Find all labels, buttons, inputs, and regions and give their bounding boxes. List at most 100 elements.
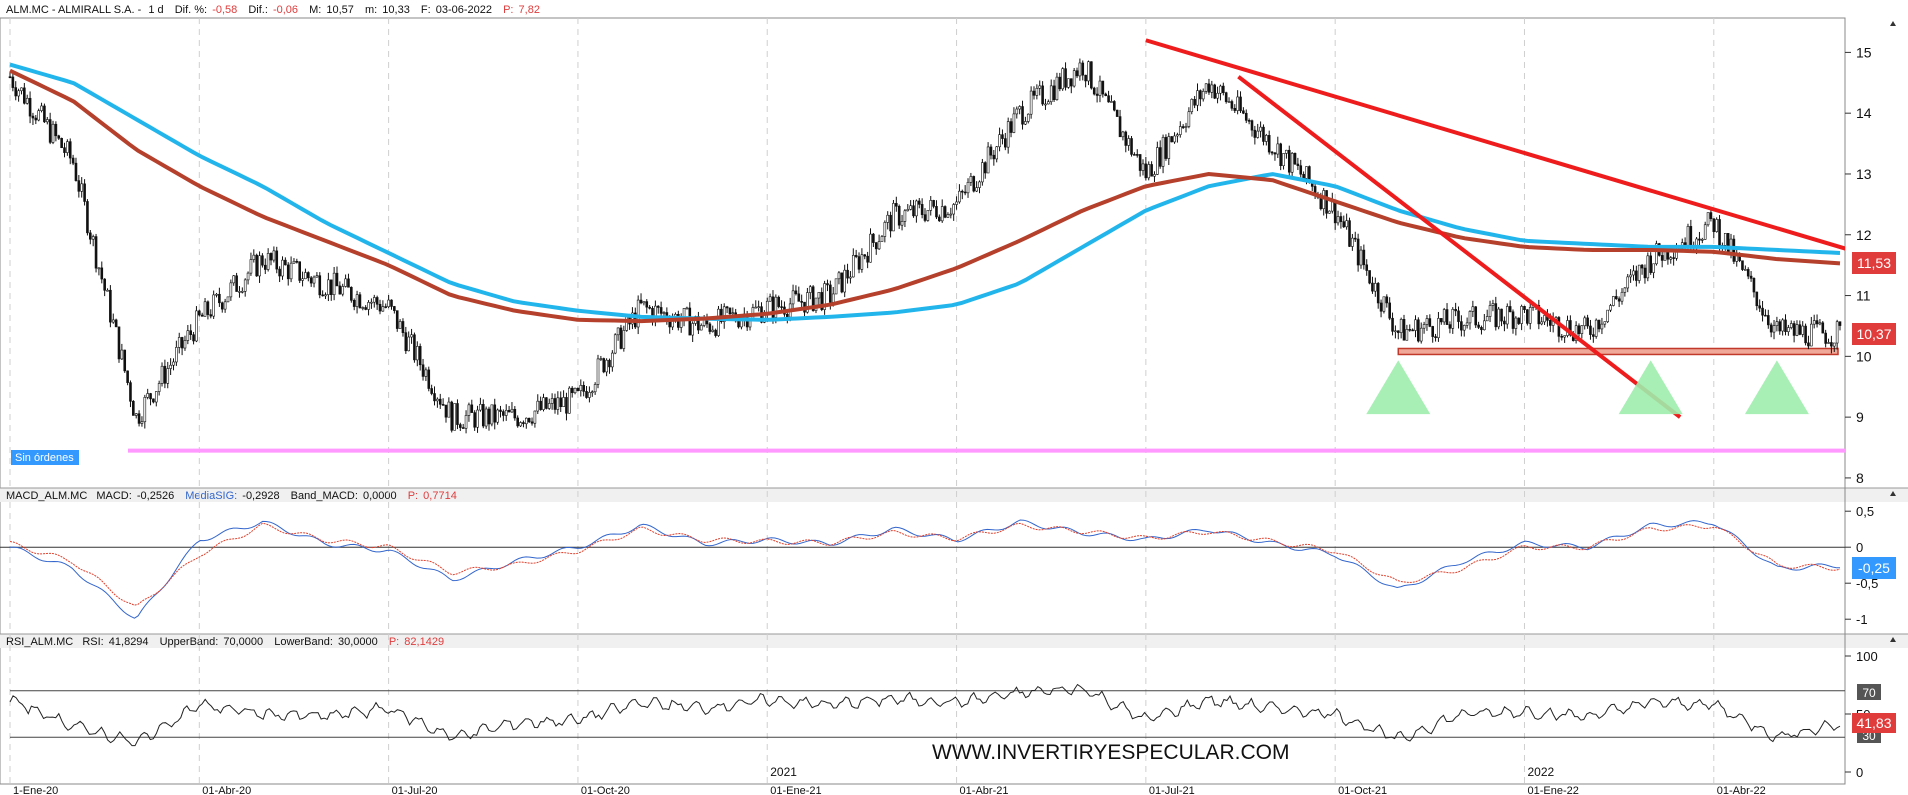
candle-body <box>177 337 181 348</box>
candle-body <box>1224 92 1228 102</box>
candle-body <box>975 187 978 192</box>
candle-body <box>920 204 924 215</box>
svg-text:RSI_ALM.MC RSI: 41: RSI_ALM.MC RSI: 41,8294 UpperBand: 70,00… <box>6 636 444 648</box>
candle-body <box>390 299 393 307</box>
candle-body <box>1815 320 1819 325</box>
candle-body <box>433 393 436 402</box>
svg-text:MACD_ALM.MC MACD:: MACD_ALM.MC MACD: -0,2526 MediaSIG: -0,2… <box>6 490 457 502</box>
candle-body <box>1396 330 1400 333</box>
candle-body <box>1256 130 1260 138</box>
candle-body <box>1804 325 1807 344</box>
candle-body <box>1130 138 1133 155</box>
orders-tag[interactable]: Sin órdenes <box>11 450 79 465</box>
ma-value-badge: 11,53 <box>1852 252 1896 274</box>
candle-body <box>619 327 623 349</box>
date-axis-tick-label: 01-Oct-21 <box>1338 785 1387 795</box>
candle-body <box>295 260 299 263</box>
candle-body <box>545 397 548 409</box>
candle-body <box>843 269 846 293</box>
candle-body <box>364 307 367 310</box>
candle-body <box>175 347 178 363</box>
candle-body <box>186 330 190 341</box>
candle-body <box>1419 327 1423 342</box>
candle-body <box>599 358 603 360</box>
candle-body <box>490 404 494 425</box>
candle-body <box>952 204 955 215</box>
candle-body <box>1414 319 1417 331</box>
scroll-up-icon[interactable] <box>1890 21 1896 26</box>
candle-body <box>378 303 382 312</box>
candle-body <box>717 308 720 336</box>
candle-body <box>80 183 84 192</box>
candle-body <box>1468 311 1472 324</box>
price-axis-tick-label: 8 <box>1856 470 1864 486</box>
candle-body <box>476 409 479 428</box>
candle-body <box>1135 154 1139 156</box>
candle-body <box>1201 91 1205 100</box>
price-axis-tick-label: 14 <box>1856 105 1872 121</box>
candle-body <box>616 327 620 336</box>
candle-body <box>1084 74 1087 82</box>
rsi-collapse-icon[interactable] <box>1890 637 1896 642</box>
candle-body <box>1342 221 1346 228</box>
macd-panel <box>0 519 1845 619</box>
candle-body <box>1302 173 1305 179</box>
candle-body <box>516 417 519 427</box>
candle-body <box>872 233 875 243</box>
candle-body <box>57 135 61 139</box>
candle-body <box>573 387 577 394</box>
candle-body <box>1236 96 1239 111</box>
candle-body <box>685 307 689 310</box>
candle-body <box>1408 329 1412 331</box>
macd-series-line <box>9 519 1841 619</box>
macd-collapse-icon[interactable] <box>1890 491 1896 496</box>
candle-body <box>1744 269 1747 271</box>
candle-body <box>556 397 560 410</box>
candle-body <box>60 137 63 148</box>
candle-body <box>499 409 502 412</box>
candle-body <box>909 205 912 210</box>
candle-body <box>1391 317 1394 332</box>
candle-body <box>1204 83 1208 92</box>
candle-body <box>1431 326 1434 337</box>
candle-body <box>510 408 514 413</box>
candle-body <box>1374 283 1377 292</box>
candle-body <box>708 323 712 332</box>
candle-body <box>826 283 829 286</box>
svg-text:-0,25: -0,25 <box>1858 560 1890 576</box>
candle-body <box>1371 282 1374 292</box>
candle-body <box>1614 296 1618 300</box>
candle-body <box>249 259 253 274</box>
candle-body <box>1635 270 1638 281</box>
candle-body <box>1655 243 1658 265</box>
candle-body <box>533 410 537 424</box>
candle-body <box>347 278 350 288</box>
moving-average-line <box>9 68 1841 324</box>
grid-layer <box>9 18 1715 784</box>
candle-body <box>335 272 339 287</box>
candle-body <box>711 329 715 332</box>
candle-body <box>160 365 164 384</box>
date-axis-tick-label: 01-Abr-20 <box>202 785 251 795</box>
candle-body <box>777 296 781 307</box>
candle-body <box>1712 218 1716 232</box>
candle-body <box>1778 321 1782 332</box>
candle-body <box>958 190 961 203</box>
candle-body <box>1795 324 1799 336</box>
candle-body <box>929 200 933 211</box>
candle-body <box>117 326 121 360</box>
svg-text:41,83: 41,83 <box>1856 715 1891 731</box>
candle-body <box>1127 138 1130 146</box>
candle-body <box>106 289 109 292</box>
candle-body <box>1640 264 1644 269</box>
candle-body <box>83 183 86 202</box>
candle-body <box>588 392 591 398</box>
candle-body <box>140 421 144 424</box>
candle-body <box>172 361 175 366</box>
candle-body <box>1488 305 1492 317</box>
legend-ticker: ALM.MC - ALMIRALL S.A. - <box>6 4 142 16</box>
candle-body <box>51 123 55 143</box>
candle-body <box>1385 296 1389 304</box>
candle-body <box>1569 320 1572 336</box>
candle-body <box>149 393 152 400</box>
